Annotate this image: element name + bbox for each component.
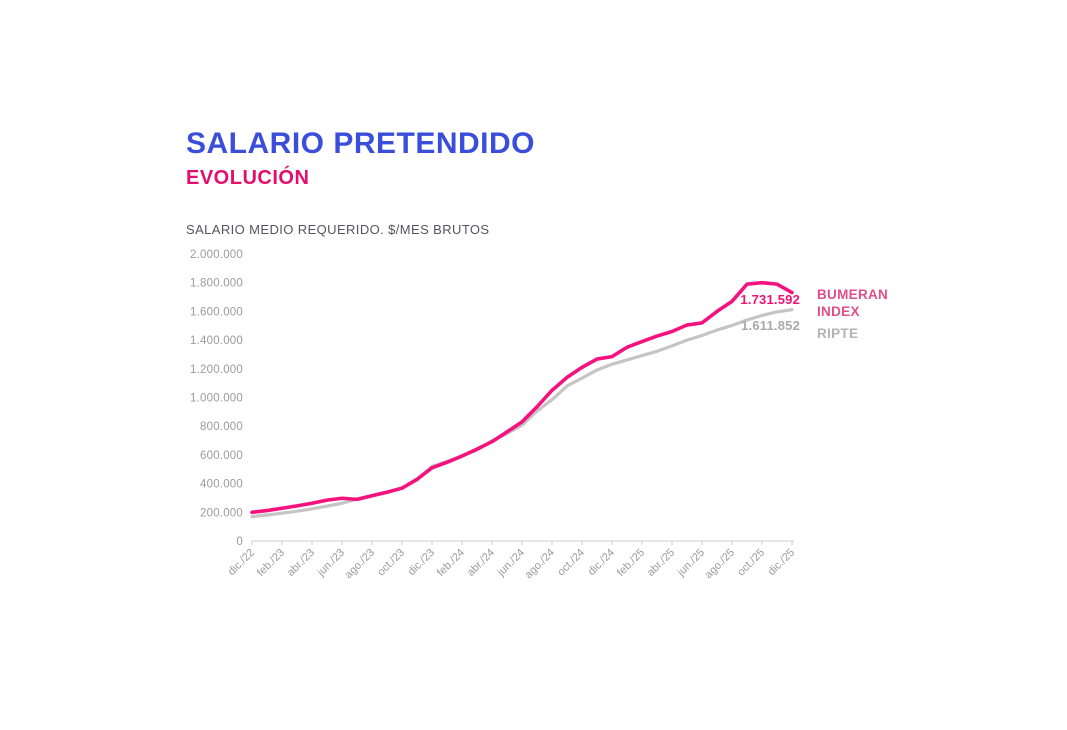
y-axis-tick-label: 800.000 [200, 421, 243, 433]
x-axis-tick-label: abr./24 [465, 547, 497, 579]
salary-evolution-line-chart: 2.000.000 1.800.000 1.600.000 1.400.000 1.20… [190, 249, 797, 581]
x-axis-tick-label: abr./23 [285, 547, 317, 579]
x-axis-tick-label: oct./24 [555, 547, 587, 579]
y-axis-tick-label: 0 [236, 536, 243, 548]
x-axis-tick-label: oct./25 [735, 547, 767, 579]
page-subtitle: EVOLUCIÓN [186, 167, 310, 189]
y-axis-tick-label: 1.600.000 [190, 306, 243, 318]
x-axis-tick-label: jun./23 [315, 547, 348, 580]
x-axis-tick-label: jun./24 [495, 547, 528, 580]
y-axis-tick-label: 600.000 [200, 450, 243, 462]
y-axis-tick-label: 400.000 [200, 479, 243, 491]
bumeran-index-line [250, 280, 794, 515]
y-axis-tick-label: 200.000 [200, 507, 243, 519]
x-axis-tick-label: dic./23 [406, 547, 437, 578]
legend-bumeran-index: BUMERAN INDEX [817, 287, 889, 319]
y-axis-tick-label: 2.000.000 [190, 249, 243, 261]
chart-axis-title: SALARIO MEDIO REQUERIDO. $/MES BRUTOS [186, 222, 490, 237]
x-axis-tick-label: feb./24 [435, 547, 467, 579]
x-axis-tick-label: abr./25 [645, 547, 677, 579]
page-title: SALARIO PRETENDIDO [186, 127, 536, 160]
x-axis-tick-label: ago./23 [343, 547, 377, 581]
x-axis-tick-label: dic./22 [226, 547, 257, 578]
x-axis-tick-label: feb./25 [615, 547, 647, 579]
legend-ripte: RIPTE [817, 326, 859, 341]
x-axis-tick-label: ago./25 [703, 547, 737, 581]
x-axis-tick-label: oct./23 [375, 547, 407, 579]
ripte-line [250, 308, 794, 519]
y-axis-tick-label: 1.200.000 [190, 364, 243, 376]
y-axis-tick-label: 1.000.000 [190, 393, 243, 405]
x-axis-tick-label: feb./23 [255, 547, 287, 579]
bumeran-index-end-value: 1.731.592 [740, 292, 800, 307]
ripte-end-value: 1.611.852 [741, 318, 800, 333]
x-axis-tick-label: dic./24 [586, 547, 617, 578]
x-axis-tick-label: dic./25 [766, 547, 797, 578]
y-axis-tick-label: 1.400.000 [190, 335, 243, 347]
x-axis-tick-label: ago./24 [523, 547, 557, 581]
y-axis-tick-label: 1.800.000 [190, 278, 243, 290]
x-axis-tick-label: jun./25 [675, 547, 708, 580]
